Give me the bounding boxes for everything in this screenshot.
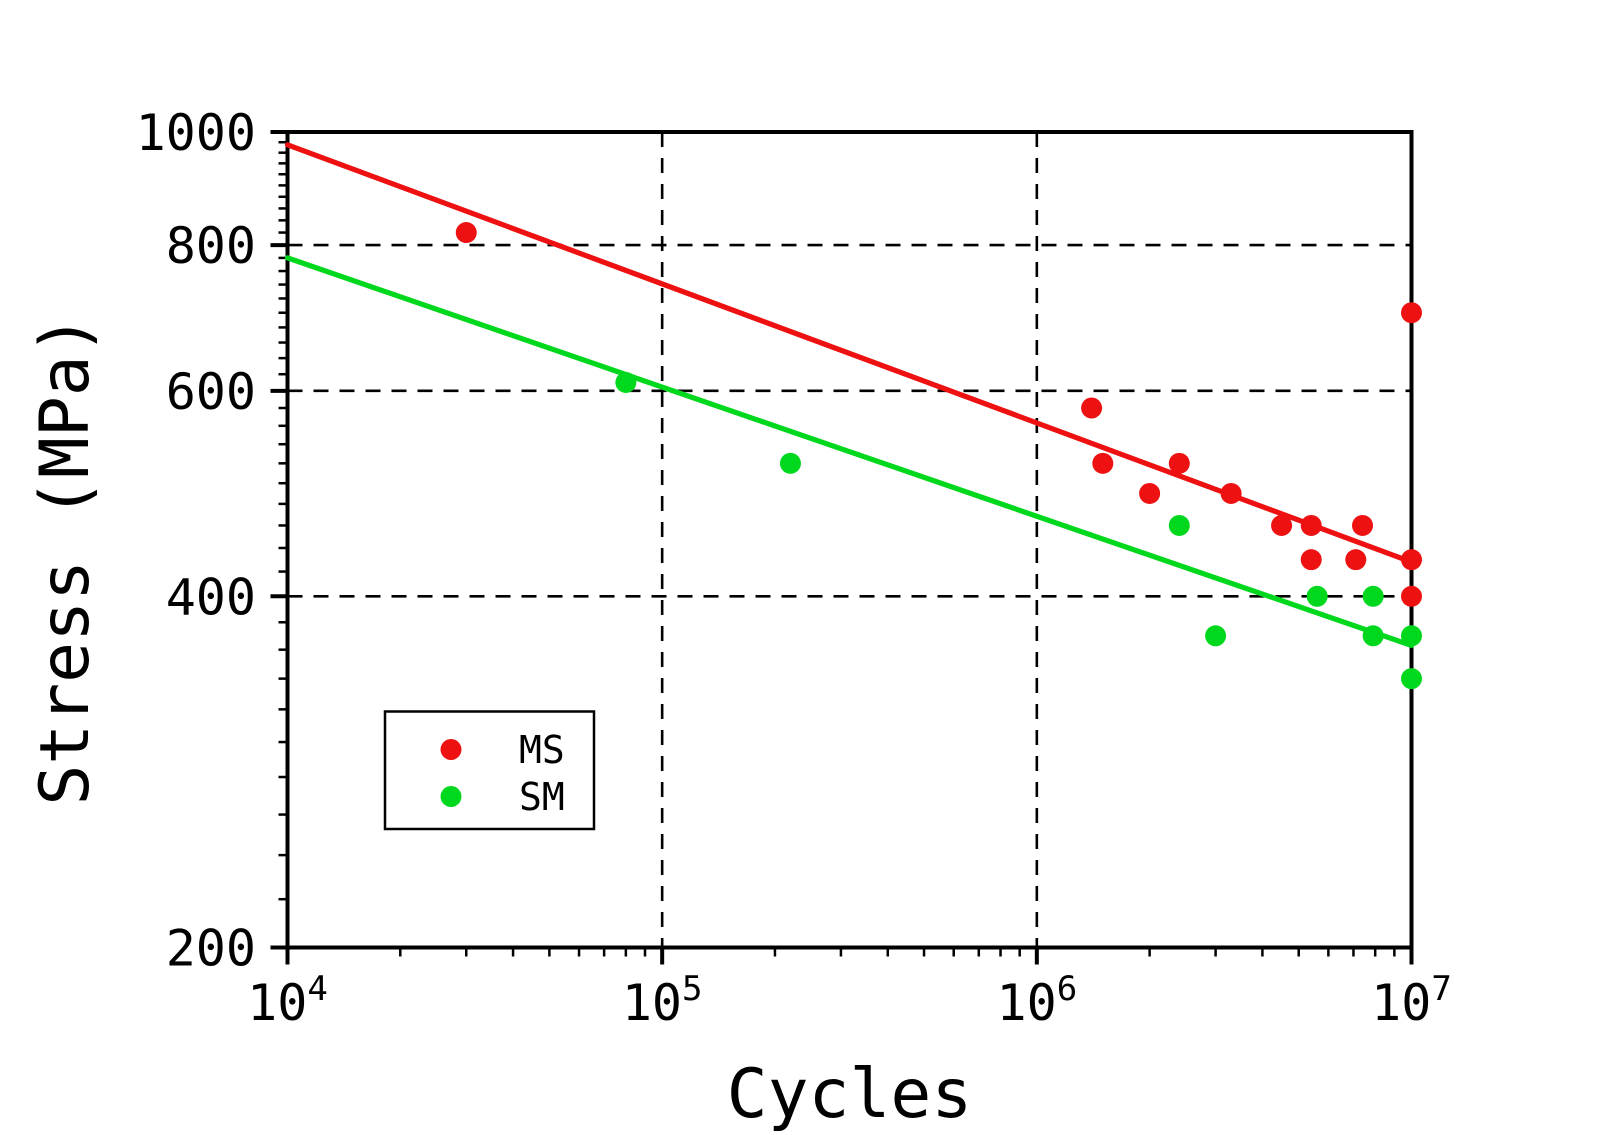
legend-marker-ms-icon xyxy=(440,739,462,760)
data-point-ms xyxy=(1300,549,1322,571)
data-point-sm xyxy=(1306,585,1328,607)
data-point-sm xyxy=(779,452,801,474)
data-point-ms xyxy=(1401,549,1422,571)
data-series xyxy=(284,142,1422,690)
gridlines xyxy=(287,132,1412,948)
data-point-ms xyxy=(455,222,477,244)
data-point-ms xyxy=(1345,549,1367,571)
plot-frame xyxy=(285,130,1414,950)
legend-label-sm: SM xyxy=(519,775,565,819)
y-tick-label-1000: 1000 xyxy=(136,104,256,162)
data-point-sm xyxy=(1362,625,1384,647)
legend: MS SM xyxy=(383,710,596,831)
x-tick-label-1e6: 106 xyxy=(996,969,1077,1032)
data-point-ms xyxy=(1092,452,1114,474)
data-point-ms xyxy=(1352,514,1374,536)
y-tick-label-600: 600 xyxy=(166,363,256,421)
x-tick-label-1e7: 107 xyxy=(1371,969,1452,1032)
data-point-sm xyxy=(1401,625,1422,647)
data-point-sm xyxy=(615,371,637,393)
legend-label-ms: MS xyxy=(519,728,565,772)
data-point-ms xyxy=(1139,482,1161,504)
legend-box xyxy=(383,710,596,831)
y-axis-label: Stress (MPa) xyxy=(26,314,105,805)
data-point-ms xyxy=(1271,514,1293,536)
data-point-ms xyxy=(1401,585,1422,607)
data-point-sm xyxy=(1168,514,1190,536)
data-point-sm xyxy=(1205,625,1227,647)
y-tick-label-400: 400 xyxy=(166,568,256,626)
y-tick-label-800: 800 xyxy=(166,217,256,275)
y-tick-label-200: 200 xyxy=(166,920,256,978)
data-point-sm xyxy=(1401,668,1422,690)
x-tick-label-1e4: 104 xyxy=(247,969,328,1032)
x-tick-label-1e5: 105 xyxy=(622,969,703,1032)
data-point-ms xyxy=(1300,514,1322,536)
fit-line-sm xyxy=(284,255,1415,649)
legend-marker-sm-icon xyxy=(440,786,462,807)
data-point-ms xyxy=(1401,302,1422,324)
fit-line-ms xyxy=(284,142,1415,565)
data-point-ms xyxy=(1081,397,1103,419)
data-point-ms xyxy=(1168,452,1190,474)
data-point-ms xyxy=(1220,482,1242,504)
x-axis-label: Cycles xyxy=(727,1055,973,1134)
data-point-sm xyxy=(1362,585,1384,607)
